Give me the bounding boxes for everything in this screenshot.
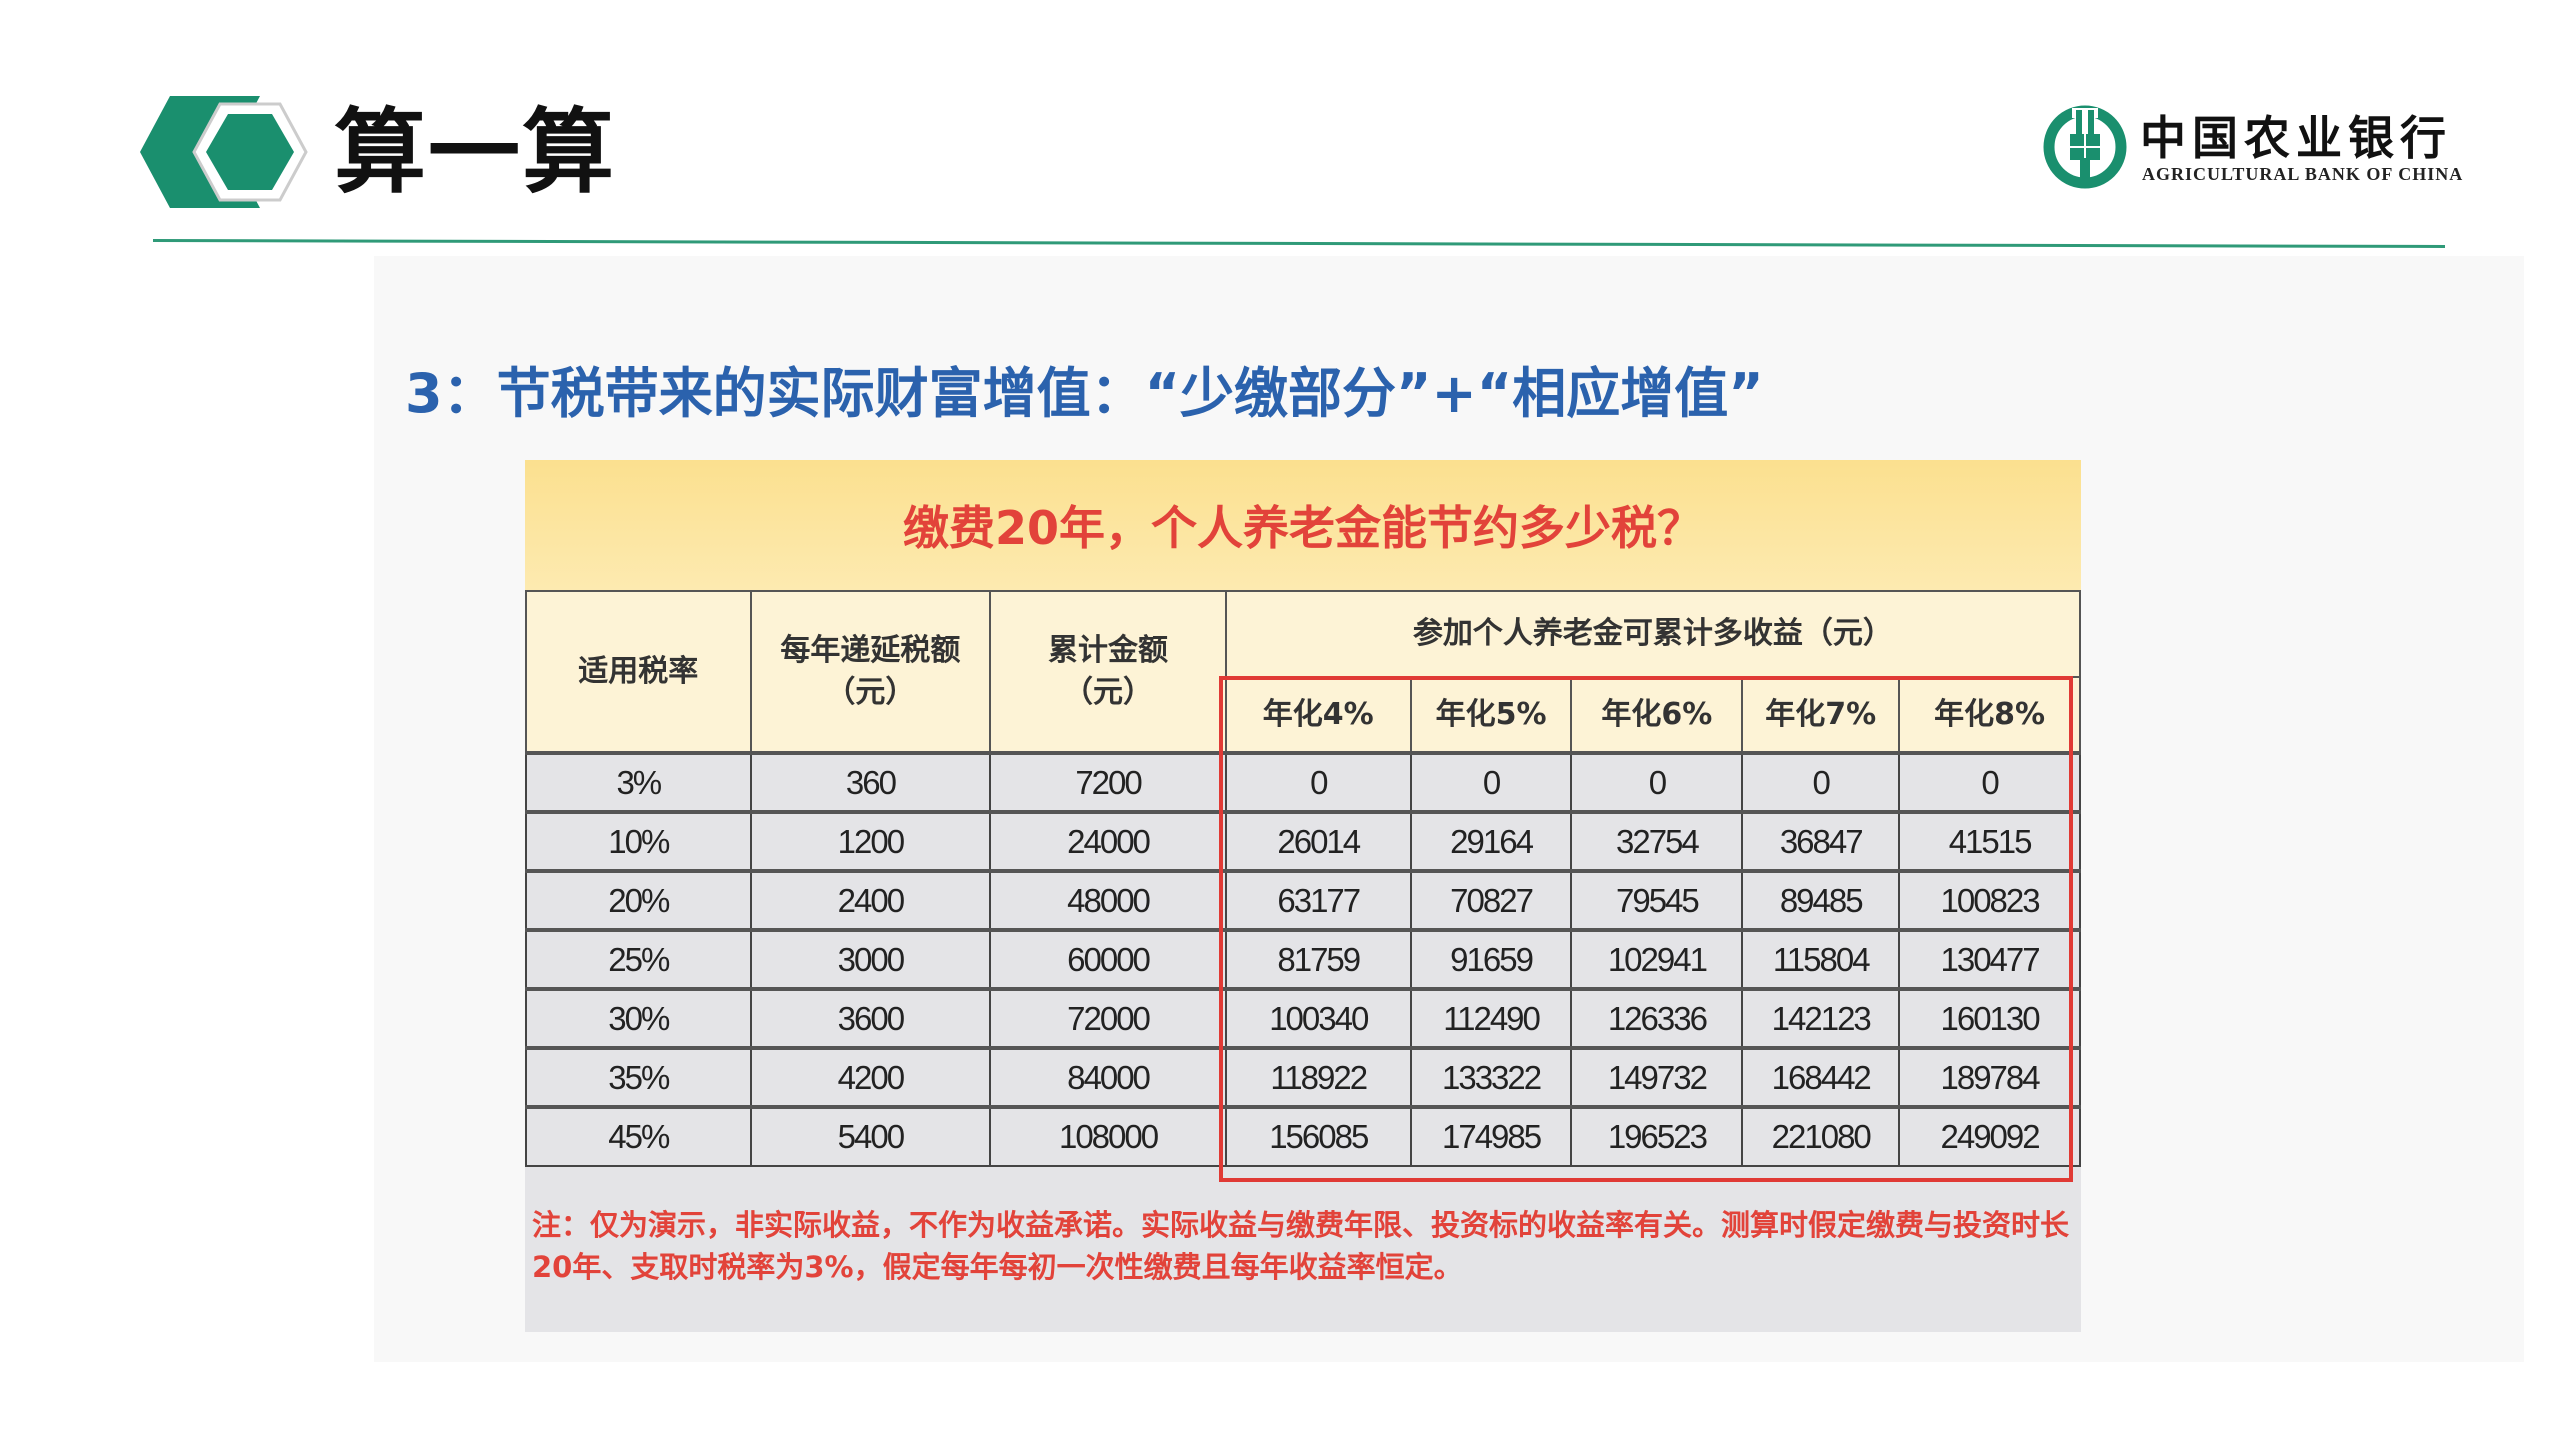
table-cell: 102941 [1570,928,1744,990]
table-cell: 45% [525,1105,752,1167]
table-cell: 126336 [1570,987,1744,1049]
header-rate: 适用税率 [525,590,752,754]
logo-en-text: AGRICULTURAL BANK OF CHINA [2142,164,2464,184]
table-cell: 0 [1741,751,1901,813]
header-gain: 年化8% [1898,676,2081,754]
table-cell: 81759 [1224,928,1412,990]
table-cell: 112490 [1409,987,1573,1049]
table-cell: 24000 [989,810,1227,872]
table-cell: 142123 [1741,987,1901,1049]
table-cell: 160130 [1898,987,2081,1049]
table-cell: 0 [1898,751,2081,813]
header-annual: 每年递延税额 （元） [749,590,992,754]
page-title: 算一算 [334,99,617,206]
table-cell: 36847 [1741,810,1901,872]
table-cell: 79545 [1570,869,1744,931]
tax-savings-table: 适用税率 每年递延税额 （元） 累计金额 （元） 参加个人养老金可累计多收益（元… [525,590,2082,1167]
disclaimer-note: 注：仅为演示，非实际收益，不作为收益承诺。实际收益与缴费年限、投资标的收益率有关… [532,1208,2070,1284]
table-cell: 189784 [1898,1046,2081,1108]
table-cell: 168442 [1741,1046,1901,1108]
table-cell: 249092 [1898,1105,2081,1167]
header-gain: 年化7% [1741,676,1901,754]
hexagon-arrow-icon [140,96,308,208]
table-cell: 10% [525,810,752,872]
table-cell: 30% [525,987,752,1049]
table-cell: 118922 [1224,1046,1412,1108]
table-cell: 41515 [1898,810,2081,872]
table-cell: 174985 [1409,1105,1573,1167]
table-cell: 3000 [749,928,992,990]
table-cell: 149732 [1570,1046,1744,1108]
header-gain: 年化5% [1409,676,1573,754]
table-cell: 32754 [1570,810,1744,872]
table-cell: 3600 [749,987,992,1049]
table-cell: 4200 [749,1046,992,1108]
table-row: 45% 5400 108000 156085 174985 196523 221080 249… [525,1105,2081,1167]
table-row: 30% 3600 72000 100340 112490 126336 142123 1601… [525,987,2081,1049]
table-cell: 25% [525,928,752,990]
table-cell: 35% [525,1046,752,1108]
table-cell: 0 [1224,751,1412,813]
table-cell: 1200 [749,810,992,872]
table-cell: 100823 [1898,869,2081,931]
bank-logo: 中国农业银行 AGRICULTURAL BANK OF CHINA [2040,100,2464,196]
table-row: 3% 360 7200 0 0 0 0 0 [525,751,2081,813]
table-cell: 63177 [1224,869,1412,931]
header-divider [153,238,2445,249]
table-cell: 7200 [989,751,1227,813]
table-cell: 5400 [749,1105,992,1167]
table-cell: 156085 [1224,1105,1412,1167]
table-cell: 221080 [1741,1105,1901,1167]
table-cell: 0 [1409,751,1573,813]
table-cell: 48000 [989,869,1227,931]
table-cell: 2400 [749,869,992,931]
header-gain-group: 参加个人养老金可累计多收益（元） [1224,590,2082,678]
table-cell: 196523 [1570,1105,1744,1167]
table-row: 35% 4200 84000 118922 133322 149732 168442 1897… [525,1046,2081,1108]
table-row: 25% 3000 60000 81759 91659 102941 115804 130477 [525,928,2081,990]
highlight-box [1219,676,2073,1182]
table-cell: 360 [749,751,992,813]
table-cell: 29164 [1409,810,1573,872]
table-cell: 130477 [1898,928,2081,990]
section-subtitle: 3：节税带来的实际财富增值：“少缴部分”+“相应增值” [405,362,1764,425]
table-cell: 115804 [1741,928,1901,990]
table-cell: 72000 [989,987,1227,1049]
table-banner: 缴费20年，个人养老金能节约多少税？ [525,460,2081,590]
table-row: 10% 1200 24000 26014 29164 32754 36847 41515 [525,810,2081,872]
table-cell: 70827 [1409,869,1573,931]
header-gain: 年化6% [1570,676,1744,754]
header-total: 累计金额 （元） [989,590,1227,754]
table-cell: 60000 [989,928,1227,990]
table-cell: 0 [1570,751,1744,813]
header-gain: 年化4% [1224,676,1412,754]
note-background [525,1165,2081,1332]
table-cell: 108000 [989,1105,1227,1167]
table-cell: 91659 [1409,928,1573,990]
table-cell: 26014 [1224,810,1412,872]
table-cell: 20% [525,869,752,931]
table-cell: 3% [525,751,752,813]
table-row: 20% 2400 48000 63177 70827 79545 89485 100823 [525,869,2081,931]
table-cell: 84000 [989,1046,1227,1108]
table-cell: 133322 [1409,1046,1573,1108]
logo-cn-text: 中国农业银行 [2140,111,2452,165]
table-cell: 89485 [1741,869,1901,931]
table-cell: 100340 [1224,987,1412,1049]
abc-emblem-icon [2043,105,2127,189]
